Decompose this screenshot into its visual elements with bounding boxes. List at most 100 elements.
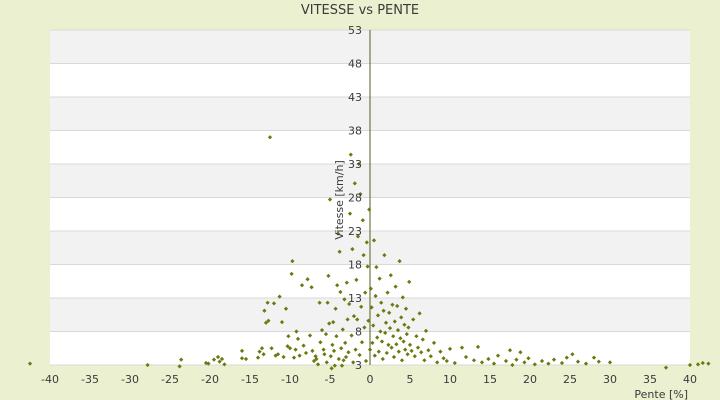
- data-point: [352, 181, 357, 186]
- x-tick-label: -15: [241, 373, 259, 386]
- data-point: [277, 294, 282, 299]
- data-point: [371, 238, 377, 243]
- data-point: [269, 346, 274, 351]
- data-point: [510, 362, 515, 368]
- x-tick-label: 10: [443, 373, 457, 386]
- data-point: [343, 340, 348, 346]
- data-point: [305, 277, 310, 282]
- data-point: [315, 362, 321, 367]
- data-point: [326, 273, 331, 279]
- data-point: [700, 360, 705, 366]
- data-point: [396, 349, 401, 354]
- data-point: [372, 353, 377, 358]
- data-point: [359, 340, 365, 345]
- data-point: [335, 231, 341, 236]
- data-point: [311, 358, 317, 364]
- data-point: [145, 362, 150, 368]
- data-point: [431, 340, 437, 346]
- data-point: [399, 315, 404, 320]
- data-point: [407, 342, 413, 348]
- data-point: [283, 306, 289, 311]
- data-point: [343, 354, 349, 360]
- y-tick-label: 13: [348, 292, 362, 305]
- data-point: [376, 349, 381, 354]
- data-point: [295, 336, 301, 341]
- data-point: [289, 271, 294, 277]
- x-tick-label: 25: [563, 373, 577, 386]
- data-point: [327, 197, 333, 202]
- data-point: [323, 332, 329, 337]
- data-point: [438, 349, 443, 354]
- data-point: [367, 207, 372, 212]
- data-point: [321, 347, 326, 352]
- x-tick-label: -40: [41, 373, 59, 386]
- data-point: [357, 352, 362, 358]
- data-point: [405, 352, 410, 357]
- data-point: [381, 308, 386, 313]
- data-point: [422, 358, 427, 363]
- data-point: [271, 301, 277, 306]
- data-point: [266, 318, 271, 323]
- chart-title: VITESSE vs PENTE: [301, 3, 419, 18]
- data-point: [301, 343, 306, 348]
- data-point: [363, 358, 369, 364]
- data-point: [349, 333, 354, 338]
- data-point: [428, 354, 433, 359]
- data-point: [351, 360, 356, 365]
- data-point: [303, 350, 309, 356]
- x-tick-label: 0: [367, 373, 374, 386]
- data-point: [514, 357, 519, 362]
- data-point: [243, 356, 249, 362]
- x-tick-label: 5: [407, 373, 414, 386]
- data-point: [177, 364, 182, 369]
- data-point: [317, 300, 322, 305]
- data-point: [333, 306, 338, 311]
- data-point: [417, 311, 422, 316]
- data-point: [350, 246, 355, 252]
- data-point: [355, 317, 360, 322]
- data-point: [262, 308, 267, 313]
- data-point: [475, 344, 481, 350]
- data-point: [341, 358, 346, 363]
- data-point: [335, 283, 340, 288]
- data-point: [179, 357, 184, 362]
- data-point: [384, 350, 389, 356]
- data-point: [564, 355, 569, 360]
- data-point: [347, 301, 352, 307]
- data-point: [503, 358, 509, 364]
- data-point: [412, 354, 417, 359]
- data-point: [398, 336, 403, 341]
- data-point: [356, 161, 361, 167]
- data-point: [391, 334, 396, 339]
- data-point: [286, 334, 291, 339]
- y-tick-label: 43: [348, 91, 362, 104]
- data-point: [331, 348, 337, 354]
- data-point: [369, 305, 374, 310]
- data-points: [27, 135, 711, 371]
- y-axis-title: Vitesse [km/h]: [333, 160, 346, 240]
- data-point: [345, 317, 350, 322]
- data-point: [607, 360, 613, 365]
- data-point: [389, 345, 394, 350]
- data-point: [255, 355, 261, 360]
- data-point: [420, 337, 425, 342]
- data-point: [383, 330, 388, 335]
- data-point: [339, 363, 345, 368]
- data-point: [307, 333, 313, 338]
- data-point: [348, 152, 353, 157]
- data-point: [370, 340, 375, 346]
- data-point: [354, 277, 359, 283]
- data-point: [362, 325, 367, 330]
- data-point: [518, 350, 523, 355]
- data-point: [279, 319, 285, 325]
- data-point: [591, 355, 597, 360]
- data-point: [342, 297, 347, 302]
- data-point: [222, 362, 227, 367]
- data-point: [479, 360, 485, 365]
- y-tick-label: 3: [355, 359, 362, 372]
- data-point: [267, 135, 273, 140]
- data-point: [239, 348, 245, 354]
